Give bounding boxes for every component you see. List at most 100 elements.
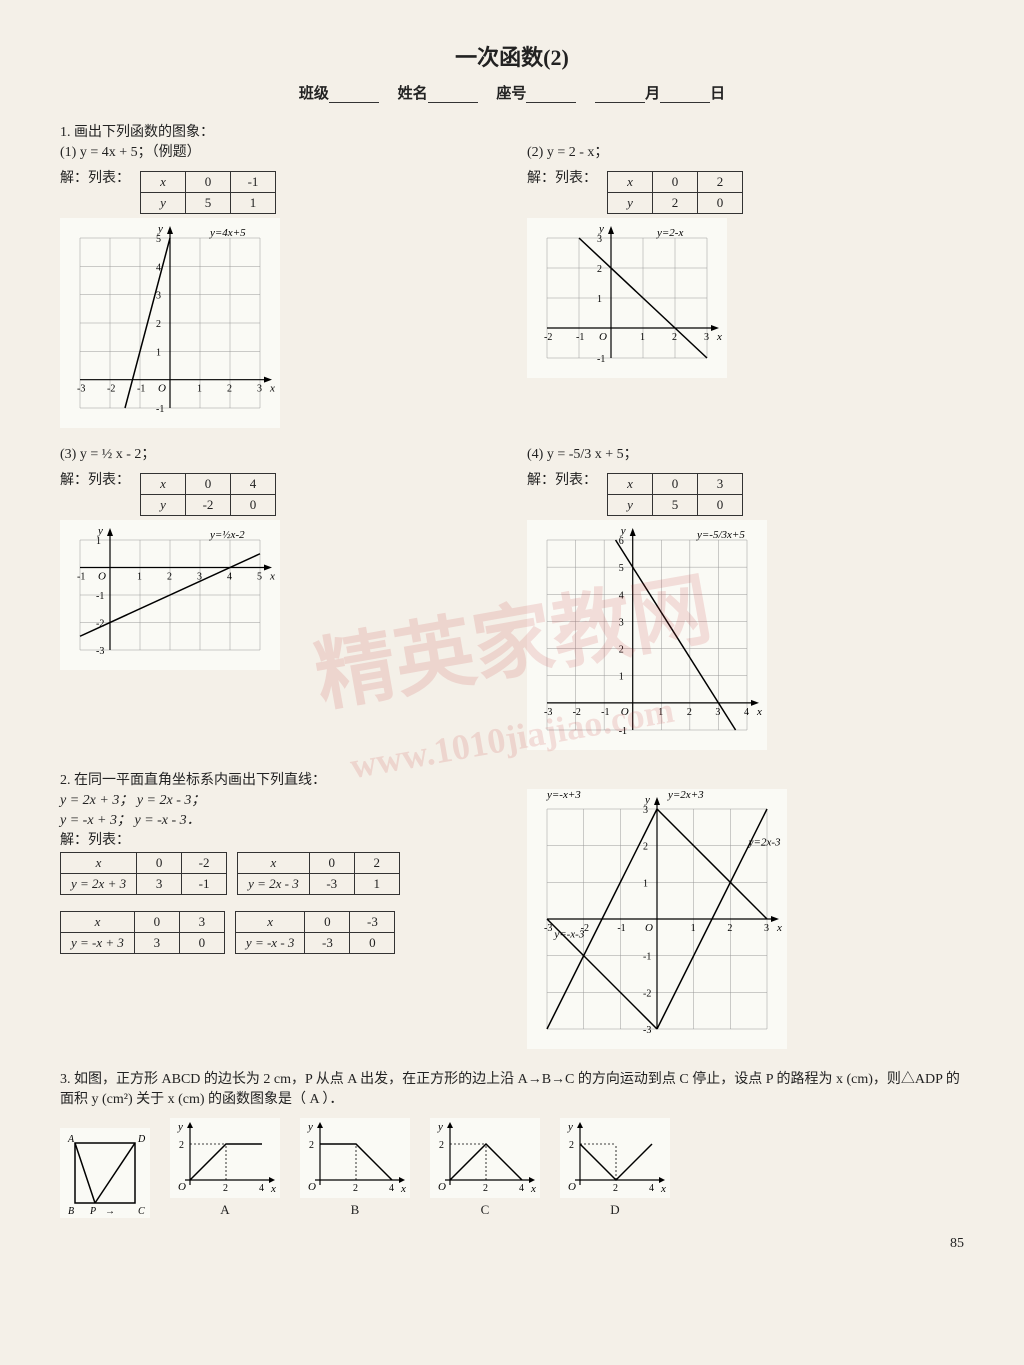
svg-text:-3: -3 bbox=[643, 1025, 651, 1036]
problem-3: 3. 如图，正方形 ABCD 的边长为 2 cm，P 从点 A 出发，在正方形的… bbox=[60, 1068, 964, 1218]
svg-text:4: 4 bbox=[619, 590, 624, 601]
q1p1-chart: xy-3-2-1123-112345Oy=4x+5 bbox=[60, 218, 280, 428]
svg-text:O: O bbox=[621, 706, 629, 718]
svg-text:2: 2 bbox=[309, 1140, 314, 1151]
q2-prompt: 2. 在同一平面直角坐标系内画出下列直线： bbox=[60, 769, 964, 789]
q1p3-chart: xy-112345-3-2-11Oy=½x-2 bbox=[60, 520, 280, 670]
svg-text:2: 2 bbox=[439, 1140, 444, 1151]
svg-text:2: 2 bbox=[483, 1183, 488, 1194]
q3-chart-b: xy O 24 2 bbox=[300, 1118, 410, 1198]
svg-text:1: 1 bbox=[643, 878, 648, 889]
svg-text:-1: -1 bbox=[617, 923, 625, 934]
svg-text:3: 3 bbox=[257, 384, 262, 395]
svg-text:2: 2 bbox=[613, 1183, 618, 1194]
svg-text:→: → bbox=[105, 1206, 115, 1217]
svg-text:3: 3 bbox=[643, 805, 648, 816]
svg-text:y=2x-3: y=2x-3 bbox=[748, 837, 781, 849]
svg-text:O: O bbox=[645, 922, 653, 934]
q1p2-table: x02 y20 bbox=[607, 171, 743, 214]
svg-text:3: 3 bbox=[156, 291, 161, 302]
svg-text:2: 2 bbox=[227, 384, 232, 395]
svg-text:C: C bbox=[138, 1206, 145, 1217]
svg-text:-1: -1 bbox=[156, 404, 164, 415]
svg-text:1: 1 bbox=[197, 384, 202, 395]
svg-text:4: 4 bbox=[259, 1183, 264, 1194]
q3-prompt: 3. 如图，正方形 ABCD 的边长为 2 cm，P 从点 A 出发，在正方形的… bbox=[60, 1068, 964, 1108]
svg-text:1: 1 bbox=[597, 294, 602, 305]
q1p2-solve: 解：列表： bbox=[527, 167, 597, 187]
svg-text:y: y bbox=[307, 1121, 313, 1133]
problem-1: 1. 画出下列函数的图象： (1) y = 4x + 5；（例题） 解：列表： … bbox=[60, 121, 964, 755]
svg-text:4: 4 bbox=[156, 262, 161, 273]
q2-chart: xy-3-2-1123-3-2-1123Oy=-x+3y=2x+3y=2x-3y… bbox=[527, 789, 787, 1049]
svg-text:2: 2 bbox=[156, 319, 161, 330]
day-label: 日 bbox=[710, 86, 725, 102]
svg-text:1: 1 bbox=[658, 707, 663, 718]
svg-text:2: 2 bbox=[672, 332, 677, 343]
q3-option-b: xy O 24 2 B bbox=[300, 1118, 410, 1218]
q1p3-table: x04 y-20 bbox=[140, 473, 276, 516]
q3-square: A D B C P → bbox=[60, 1128, 150, 1218]
svg-text:x: x bbox=[400, 1183, 406, 1195]
q2-solve: 解：列表： bbox=[60, 829, 497, 849]
svg-text:-1: -1 bbox=[137, 384, 145, 395]
svg-text:O: O bbox=[98, 571, 106, 583]
svg-text:1: 1 bbox=[156, 347, 161, 358]
svg-text:P: P bbox=[89, 1206, 96, 1217]
svg-text:1: 1 bbox=[619, 672, 624, 683]
svg-text:2: 2 bbox=[619, 645, 624, 656]
svg-text:2: 2 bbox=[597, 264, 602, 275]
problem-2: 2. 在同一平面直角坐标系内画出下列直线： y = 2x + 3； y = 2x… bbox=[60, 769, 964, 1054]
svg-text:x: x bbox=[776, 922, 782, 934]
q1p1-label: (1) y = 4x + 5；（例题） bbox=[60, 141, 497, 161]
q1p4-solve: 解：列表： bbox=[527, 469, 597, 489]
svg-text:D: D bbox=[137, 1134, 146, 1145]
svg-text:O: O bbox=[178, 1181, 186, 1193]
svg-text:3: 3 bbox=[764, 923, 769, 934]
svg-text:-2: -2 bbox=[643, 988, 651, 999]
q1p1-table: x0-1 y51 bbox=[140, 171, 276, 214]
month-label: 月 bbox=[645, 86, 660, 102]
q3-chart-c: xy O 24 2 bbox=[430, 1118, 540, 1198]
page-title: 一次函数(2) bbox=[60, 40, 964, 72]
svg-text:3: 3 bbox=[597, 234, 602, 245]
svg-text:O: O bbox=[599, 331, 607, 343]
q3-option-a: xy O 24 2 A bbox=[170, 1118, 280, 1218]
svg-text:y=4x+5: y=4x+5 bbox=[209, 227, 246, 239]
svg-text:1: 1 bbox=[640, 332, 645, 343]
svg-text:2: 2 bbox=[569, 1140, 574, 1151]
svg-text:B: B bbox=[68, 1206, 74, 1217]
svg-text:1: 1 bbox=[137, 572, 142, 583]
svg-text:y=-x+3: y=-x+3 bbox=[546, 789, 581, 801]
q1p1-solve: 解：列表： bbox=[60, 167, 130, 187]
svg-text:x: x bbox=[270, 1183, 276, 1195]
svg-text:y: y bbox=[177, 1121, 183, 1133]
svg-text:3: 3 bbox=[715, 707, 720, 718]
svg-text:y=-x-3: y=-x-3 bbox=[553, 928, 585, 940]
svg-text:-2: -2 bbox=[573, 707, 581, 718]
q1p4-chart: xy-3-2-11234-1123456Oy=-5/3x+5 bbox=[527, 520, 767, 750]
svg-text:2: 2 bbox=[687, 707, 692, 718]
svg-text:4: 4 bbox=[519, 1183, 524, 1194]
q3-option-c: xy O 24 2 C bbox=[430, 1118, 540, 1218]
svg-text:2: 2 bbox=[167, 572, 172, 583]
svg-text:-3: -3 bbox=[544, 707, 552, 718]
svg-text:2: 2 bbox=[727, 923, 732, 934]
q1p4-table: x03 y50 bbox=[607, 473, 743, 516]
svg-text:5: 5 bbox=[257, 572, 262, 583]
svg-text:3: 3 bbox=[704, 332, 709, 343]
svg-text:x: x bbox=[660, 1183, 666, 1195]
svg-text:-1: -1 bbox=[619, 726, 627, 737]
q3-chart-a: xy O 24 2 bbox=[170, 1118, 280, 1198]
svg-text:O: O bbox=[308, 1181, 316, 1193]
svg-text:y: y bbox=[567, 1121, 573, 1133]
q1-prompt: 1. 画出下列函数的图象： bbox=[60, 121, 964, 141]
svg-text:5: 5 bbox=[156, 234, 161, 245]
svg-text:-2: -2 bbox=[544, 332, 552, 343]
svg-text:1: 1 bbox=[96, 536, 101, 547]
svg-text:-2: -2 bbox=[107, 384, 115, 395]
svg-text:3: 3 bbox=[619, 617, 624, 628]
svg-text:4: 4 bbox=[649, 1183, 654, 1194]
svg-text:x: x bbox=[269, 571, 275, 583]
svg-text:-3: -3 bbox=[96, 646, 104, 657]
